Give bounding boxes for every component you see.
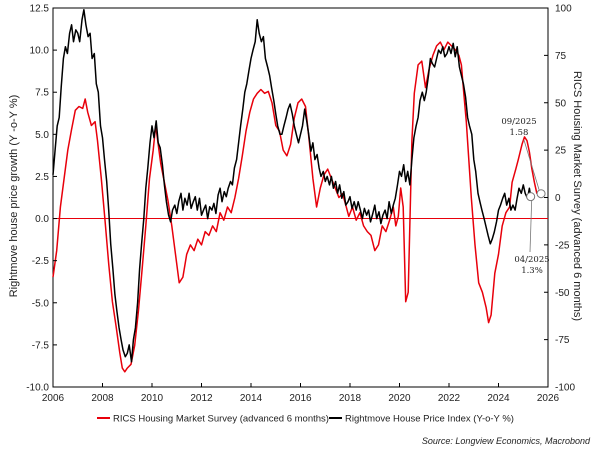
x-tick-label: 2020 xyxy=(388,393,411,404)
x-tick-label: 2016 xyxy=(289,393,312,404)
y-right-tick-label: 100 xyxy=(555,4,572,15)
annotation-marker-rics xyxy=(536,189,546,199)
x-tick-label: 2012 xyxy=(190,393,213,404)
y-left-tick-label: 0.0 xyxy=(35,214,49,225)
x-tick-label: 2024 xyxy=(487,393,510,404)
legend-label-rics: RICS Housing Market Survey (advanced 6 m… xyxy=(113,414,329,425)
plot-area xyxy=(52,7,549,388)
annotation-marker-rightmove xyxy=(526,192,536,202)
y-left-tick-label: -10.0 xyxy=(26,383,49,394)
y-right-tick-label: 50 xyxy=(555,98,567,109)
annotation-leader-rics xyxy=(523,139,540,190)
y-right-tick-label: 25 xyxy=(555,146,567,157)
x-tick-label: 2018 xyxy=(339,393,362,404)
y-left-tick-label: 10.0 xyxy=(30,46,50,57)
y-right-tick-label: -50 xyxy=(555,288,570,299)
y-axis-right-title: RICS Housing Market Survey (advanced 6 m… xyxy=(571,71,583,321)
y-axis-left-title: Rightmove house price growth (Y -o-Y %) xyxy=(8,95,20,298)
x-tick-label: 2008 xyxy=(91,393,114,404)
y-left-tick-label: -7.5 xyxy=(32,340,50,351)
y-right-tick-label: 0 xyxy=(555,193,561,204)
annotation-value-rics: 1.58 xyxy=(510,128,529,138)
y-left-tick-label: -2.5 xyxy=(32,256,50,267)
x-tick-label: 2026 xyxy=(537,393,560,404)
annotation-leader-rightmove xyxy=(529,200,533,253)
y-left-tick-label: 5.0 xyxy=(35,130,49,141)
legend-label-rightmove: Rightmove House Price Index (Y-o-Y %) xyxy=(345,414,514,425)
y-right-tick-label: -100 xyxy=(555,383,575,394)
source-note: Source: Longview Economics, Macrobond xyxy=(422,436,591,446)
y-right-tick-label: -75 xyxy=(555,335,570,346)
y-left-tick-label: 2.5 xyxy=(35,172,49,183)
y-right-tick-label: 75 xyxy=(555,51,567,62)
x-tick-label: 2006 xyxy=(42,393,65,404)
y-left-tick-label: 7.5 xyxy=(35,88,49,99)
annotation-date-rics: 09/2025 xyxy=(501,117,536,127)
x-tick-label: 2014 xyxy=(240,393,263,404)
annotation-date-rightmove: 04/2025 xyxy=(514,255,549,265)
y-left-tick-label: 12.5 xyxy=(30,4,50,15)
x-tick-label: 2022 xyxy=(438,393,461,404)
x-tick-label: 2010 xyxy=(141,393,164,404)
series-line-rightmove xyxy=(52,8,532,363)
annotation-value-rightmove: 1.3% xyxy=(521,266,543,276)
y-right-tick-label: -25 xyxy=(555,240,570,251)
y-left-tick-label: -5.0 xyxy=(32,298,50,309)
legend: RICS Housing Market Survey (advanced 6 m… xyxy=(97,414,514,425)
